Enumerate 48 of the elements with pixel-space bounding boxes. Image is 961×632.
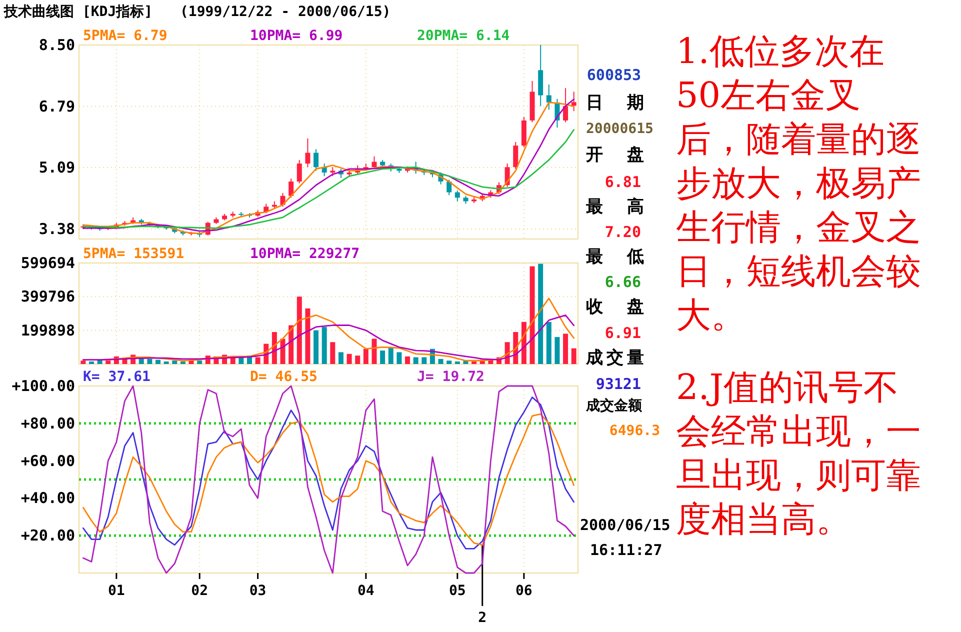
y-tick-label: 6.79 bbox=[38, 97, 75, 116]
y-tick-label: 3.38 bbox=[38, 220, 75, 238]
text: 6496.3 bbox=[609, 423, 660, 439]
x-tick-label: 05 bbox=[448, 583, 466, 599]
text: 开盘 bbox=[585, 145, 644, 165]
text: 成交金额 bbox=[585, 397, 643, 414]
text: 成交量 bbox=[585, 348, 644, 368]
x-tick-label: 04 bbox=[357, 583, 374, 599]
text: 20PMA= 6.14 bbox=[417, 28, 510, 44]
x-tick-label: 06 bbox=[516, 583, 532, 599]
y-tick-label: +60.00 bbox=[20, 452, 75, 470]
text: 最低 bbox=[585, 247, 644, 267]
text: 600853 bbox=[586, 66, 642, 84]
y-tick-label: +100.00 bbox=[12, 377, 75, 395]
text: 10PMA= 229277 bbox=[250, 246, 360, 262]
text: 5PMA= 6.79 bbox=[83, 28, 168, 44]
text: 6.91 bbox=[604, 324, 641, 342]
text: 日期 bbox=[586, 93, 644, 113]
text: 16:11:27 bbox=[590, 541, 662, 559]
y-tick-label: 199898 bbox=[20, 321, 75, 340]
chart-title: 技术曲线图 [KDJ指标] bbox=[3, 4, 153, 20]
x-tick-label: 01 bbox=[108, 583, 125, 599]
text: 2.J值的讯号不会经常出现，一旦出现，则可靠度相当高。 bbox=[676, 367, 922, 542]
y-tick-label: 399796 bbox=[20, 288, 75, 306]
text: 93121 bbox=[596, 375, 641, 393]
text: 1.低位多次在50左右金叉后，随着量的逐步放大，极易产生行情，金叉之日，短线机会较大。 bbox=[676, 31, 922, 338]
text: D= 46.55 bbox=[250, 369, 318, 385]
annotation: 2 bbox=[478, 610, 487, 626]
x-tick-label: 02 bbox=[191, 583, 208, 599]
text: 最高 bbox=[585, 197, 644, 217]
y-tick-label: 8.50 bbox=[38, 36, 75, 54]
y-tick-label: +40.00 bbox=[20, 489, 75, 508]
y-tick-label: +80.00 bbox=[20, 414, 75, 432]
series-label: J= 19.72 bbox=[417, 369, 484, 385]
x-tick-label: 03 bbox=[249, 583, 266, 599]
y-tick-label: 599694 bbox=[20, 254, 75, 272]
text: 收盘 bbox=[586, 297, 644, 317]
text: 6.81 bbox=[604, 173, 641, 191]
text: K= 37.61 bbox=[83, 369, 150, 385]
text: 7.20 bbox=[604, 223, 641, 241]
text: 6.66 bbox=[604, 273, 641, 291]
chart-subtitle: (1999/12/22 - 2000/06/15) bbox=[180, 4, 391, 20]
text: 2000/06/15 bbox=[580, 516, 670, 534]
text: 20000615 bbox=[586, 121, 654, 137]
text: 10PMA= 6.99 bbox=[250, 28, 343, 44]
text: 5PMA= 153591 bbox=[83, 246, 184, 262]
y-tick-label: 5.09 bbox=[38, 158, 75, 177]
y-tick-label: +20.00 bbox=[20, 526, 75, 545]
